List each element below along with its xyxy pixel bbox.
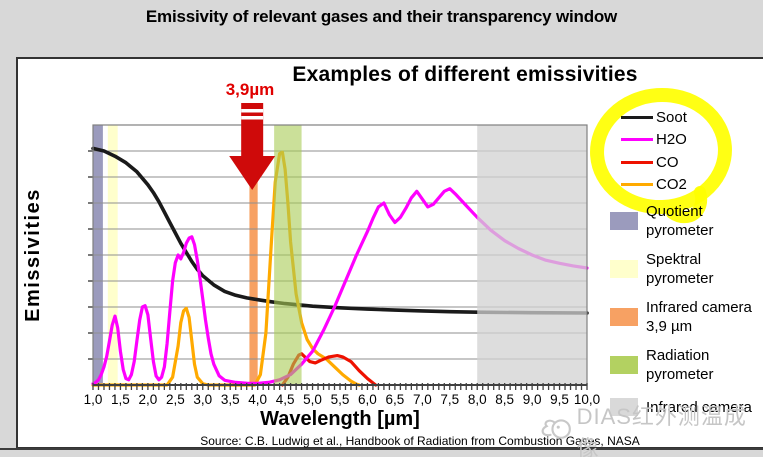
side-legend-radiation-pyrometer: Radiation pyrometer bbox=[610, 344, 714, 386]
arrow-stripe bbox=[241, 116, 264, 120]
dias-logo-icon bbox=[541, 419, 571, 439]
infrared-camera-swatch bbox=[610, 398, 638, 416]
side-legend-label: Infrared camera bbox=[646, 299, 752, 316]
side-legend-label: pyrometer bbox=[646, 270, 714, 287]
arrow-head bbox=[229, 156, 276, 190]
side-legend-label: 3,9 µm bbox=[646, 318, 693, 335]
side-legend-label: Spektral bbox=[646, 251, 702, 268]
x-tick-label: 5,0 bbox=[303, 392, 322, 407]
band-radiation-pyrometer bbox=[274, 125, 302, 385]
x-tick-label: 10,0 bbox=[574, 392, 600, 407]
x-tick-label: 3,0 bbox=[193, 392, 212, 407]
page-title: Emissivity of relevant gases and their t… bbox=[145, 7, 618, 26]
x-tick-label: 8,0 bbox=[468, 392, 487, 407]
highlighter-ring-tail bbox=[666, 186, 708, 224]
h2o-line-swatch bbox=[621, 138, 653, 142]
x-tick-label: 9,5 bbox=[550, 392, 569, 407]
quotient-pyrometer-swatch bbox=[610, 212, 638, 230]
x-tick-label: 2,5 bbox=[166, 392, 185, 407]
x-tick-label: 3,5 bbox=[221, 392, 240, 407]
spektral-pyrometer-swatch bbox=[610, 260, 638, 278]
side-legend-label: pyrometer bbox=[646, 366, 714, 383]
co2-line-swatch bbox=[621, 183, 653, 187]
x-tick-label: 7,5 bbox=[440, 392, 459, 407]
legend-label: CO bbox=[656, 153, 679, 171]
legend-label: Soot bbox=[656, 108, 687, 126]
arrow-stripe bbox=[241, 109, 264, 113]
watermark-text: DIAS红外测温成像 bbox=[576, 404, 747, 457]
x-tick-label: 4,0 bbox=[248, 392, 267, 407]
x-tick-label: 1,0 bbox=[84, 392, 103, 407]
legend-item-soot: Soot bbox=[621, 106, 687, 129]
radiation-pyrometer-swatch bbox=[610, 356, 638, 374]
curve-soot bbox=[91, 146, 589, 315]
x-axis-label: Wavelength [µm] bbox=[260, 408, 420, 430]
side-legend-label: Quotient bbox=[646, 203, 703, 220]
x-tick-label: 8,5 bbox=[495, 392, 514, 407]
x-tick-label: 6,5 bbox=[385, 392, 404, 407]
chart-title: Examples of different emissivities bbox=[292, 63, 638, 86]
dias-watermark: DIAS红外测温成像 bbox=[538, 399, 763, 457]
side-legend-label: Infrared camera bbox=[646, 398, 752, 416]
band-infrared-camera bbox=[477, 125, 587, 385]
x-tick-label: 2,0 bbox=[138, 392, 157, 407]
legend-label: H2O bbox=[656, 131, 687, 149]
curve-h2o bbox=[91, 187, 589, 386]
x-tick-label: 9,0 bbox=[523, 392, 542, 407]
legend-item-co: CO bbox=[621, 151, 687, 174]
x-tick-label: 6,0 bbox=[358, 392, 377, 407]
curve-legend: Soot H2O CO CO2 bbox=[621, 106, 687, 196]
source-citation: Source: C.B. Ludwig et al., Handbook of … bbox=[200, 434, 640, 448]
x-tick-label: 1,5 bbox=[111, 392, 130, 407]
side-legend-label: Radiation bbox=[646, 347, 710, 364]
legend-item-h2o: H2O bbox=[621, 129, 687, 152]
side-legend-quotient-pyrometer: Quotient pyrometer bbox=[610, 200, 714, 242]
legend-item-co2: CO2 bbox=[621, 174, 687, 197]
side-legend-label: pyrometer bbox=[646, 222, 714, 239]
side-legend-spektral-pyrometer: Spektral pyrometer bbox=[610, 248, 714, 290]
legend-label: CO2 bbox=[656, 176, 687, 194]
y-axis-label: Emissivities bbox=[22, 188, 44, 322]
infrared-camera-39-swatch bbox=[610, 308, 638, 326]
x-tick-label: 5,5 bbox=[331, 392, 350, 407]
highlighter-ring bbox=[590, 87, 732, 215]
curve-co2 bbox=[91, 150, 361, 387]
x-tick-label: 7,0 bbox=[413, 392, 432, 407]
side-legend-infrared-camera: Infrared camera bbox=[610, 396, 752, 418]
co-line-swatch bbox=[621, 160, 653, 164]
soot-line-swatch bbox=[621, 115, 653, 119]
bottom-divider bbox=[0, 448, 763, 450]
wavelength-annotation: 3,9µm bbox=[225, 80, 275, 99]
x-tick-label: 4,5 bbox=[276, 392, 295, 407]
side-legend-infrared-camera-39: Infrared camera 3,9 µm bbox=[610, 296, 752, 338]
